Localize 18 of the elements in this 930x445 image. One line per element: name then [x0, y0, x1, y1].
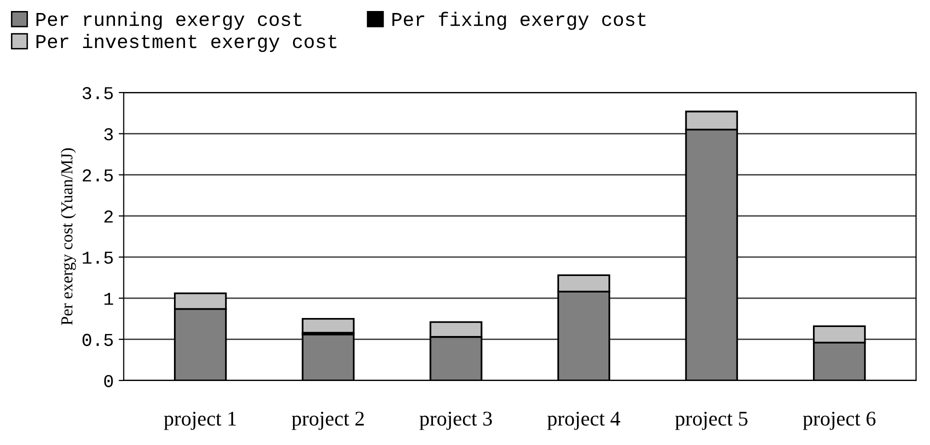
legend-label: Per running exergy cost [36, 12, 302, 30]
legend-label: Per investment exergy cost [36, 34, 336, 52]
x-tick-label: project 3 [420, 412, 492, 430]
x-tick-label: project 4 [547, 412, 620, 430]
x-tick-label: project 1 [164, 412, 236, 430]
x-tick-label: project 6 [802, 412, 876, 430]
y-tick-label: 3 [104, 128, 113, 140]
y-axis-title: Per exergy cost (Yuan/MJ) [60, 148, 76, 325]
y-tick-label: 3.5 [82, 87, 113, 100]
y-tick-label: 2.5 [82, 169, 113, 182]
legend-label: Per fixing exergy cost [392, 12, 646, 30]
x-tick-label: project 5 [675, 412, 748, 430]
y-tick-label: 1.5 [82, 252, 113, 264]
y-tick-label: 2 [104, 210, 113, 222]
y-tick-label: 1 [104, 292, 114, 305]
y-tick-label: 0.5 [82, 334, 113, 346]
x-tick-label: project 2 [292, 412, 364, 430]
y-tick-label: 0 [104, 374, 113, 388]
